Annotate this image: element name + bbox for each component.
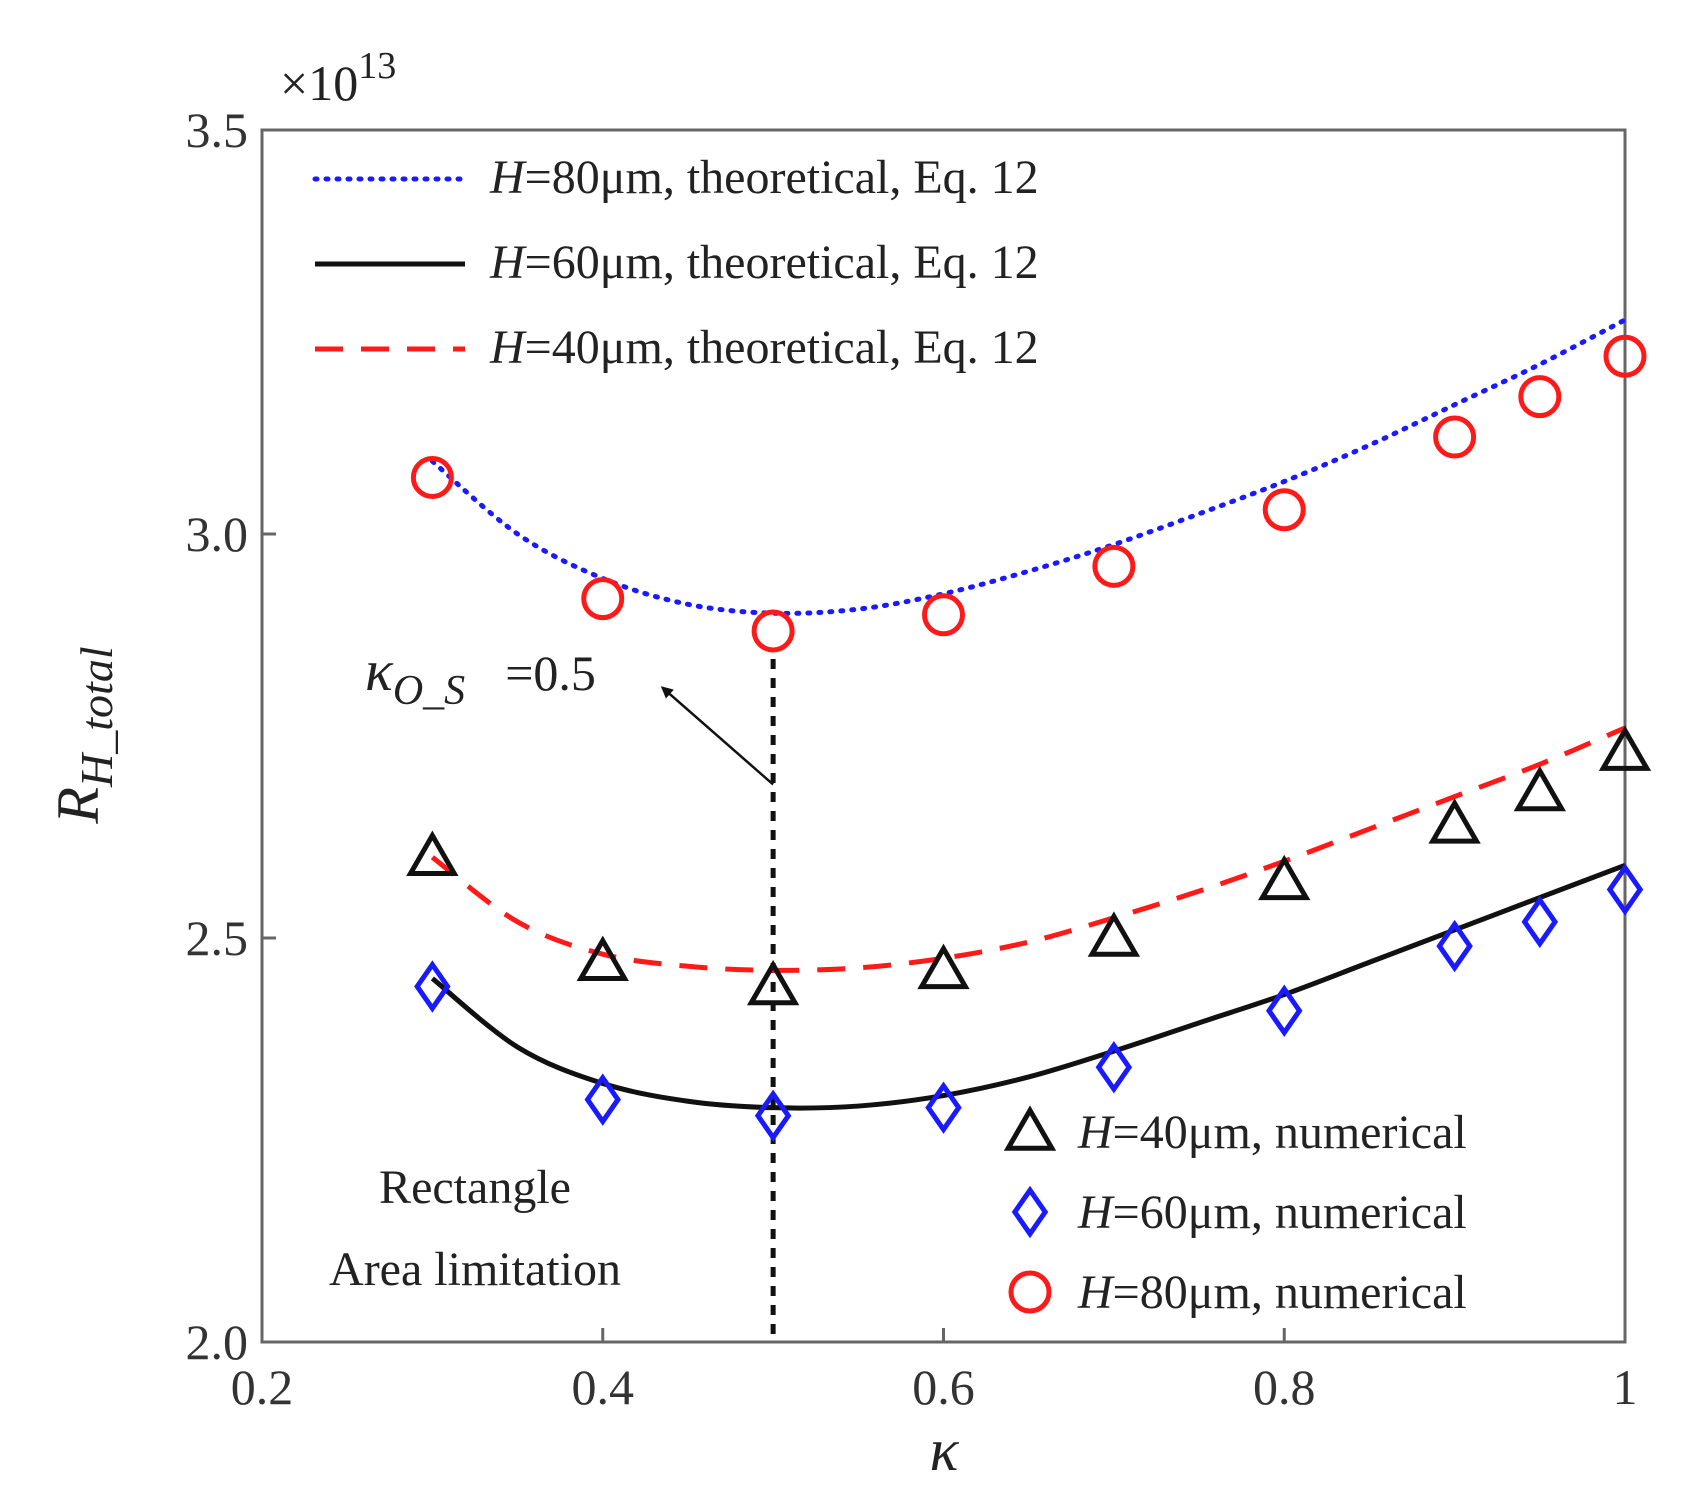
region-text-line1: Rectangle xyxy=(379,1161,571,1214)
y-tick-label: 3.5 xyxy=(186,102,249,158)
kappa-annotation-subscript: O_S xyxy=(393,668,465,714)
theoretical-curve-1 xyxy=(430,862,1626,1111)
legend-triangle-marker xyxy=(1003,1105,1057,1151)
triangle-marker xyxy=(1087,911,1141,957)
triangle-marker xyxy=(576,935,629,981)
x-tick-label: 1 xyxy=(1613,1359,1638,1415)
y-axis-label: RH_total xyxy=(45,646,122,824)
x-axis-ticks: 0.2 0.4 0.6 0.8 1 xyxy=(231,1328,1638,1415)
triangle-marker xyxy=(1258,854,1311,901)
x-tick-label: 0.8 xyxy=(1253,1359,1316,1415)
diamond-marker xyxy=(1095,1041,1133,1094)
y-axis-ticks: 2.0 2.5 3.0 3.5 xyxy=(186,102,276,1370)
legend-label-rest: =60μm, theoretical, Eq. 12 xyxy=(525,236,1039,289)
legend-label-0: H=80μm, theoretical, Eq. 12 xyxy=(489,151,1039,204)
triangle-marker xyxy=(917,943,970,990)
legend-num-label-1: H=60μm, numerical xyxy=(1077,1186,1467,1239)
diamond-marker xyxy=(414,960,451,1013)
legend-num-label-2: H=80μm, numerical xyxy=(1077,1266,1467,1319)
circle-marker xyxy=(1262,488,1306,532)
numerical-markers xyxy=(406,334,1652,1142)
circle-marker xyxy=(1518,375,1562,419)
region-text-line2: Area limitation xyxy=(329,1243,621,1296)
legend-label-rest: =80μm, theoretical, Eq. 12 xyxy=(525,151,1039,204)
triangle-marker xyxy=(1598,725,1652,771)
x-tick-label: 0.4 xyxy=(572,1359,635,1415)
legend-label-italic: H xyxy=(489,151,527,204)
kappa-annotation: κO_S =0.5 xyxy=(365,638,596,714)
circle-marker xyxy=(410,455,454,499)
y-multiplier-exponent: 13 xyxy=(358,45,396,87)
legend-label-italic: H xyxy=(489,321,527,374)
y-tick-label: 2.0 xyxy=(186,1314,249,1370)
triangle-marker xyxy=(406,830,459,876)
triangle-marker xyxy=(1428,798,1481,844)
diamond-marker xyxy=(1266,984,1303,1037)
legend-circle-marker xyxy=(1008,1270,1052,1314)
y-multiplier: ×1013 xyxy=(280,45,396,111)
legend-label-italic: H xyxy=(489,236,527,289)
legend-label-rest: =40μm, theoretical, Eq. 12 xyxy=(525,321,1039,374)
diamond-marker xyxy=(925,1081,962,1134)
legend-diamond-marker xyxy=(1011,1185,1049,1239)
legend-num-italic: H xyxy=(1077,1106,1115,1159)
legend-num-rest: =60μm, numerical xyxy=(1113,1186,1467,1239)
legend-num-rest: =80μm, numerical xyxy=(1113,1266,1467,1319)
y-tick-label: 2.5 xyxy=(186,910,249,966)
circle-marker xyxy=(581,577,625,621)
kappa-annotation-value: =0.5 xyxy=(505,645,596,701)
theoretical-curves xyxy=(429,317,1628,1111)
diamond-marker xyxy=(1521,895,1559,949)
circle-marker xyxy=(751,609,795,653)
x-axis-label: κ xyxy=(930,1417,960,1483)
x-tick-label: 0.2 xyxy=(231,1359,294,1415)
legend-label-1: H=60μm, theoretical, Eq. 12 xyxy=(489,236,1039,289)
annotation-arrow xyxy=(660,686,774,786)
triangle-marker xyxy=(746,959,800,1006)
y-multiplier-base: ×10 xyxy=(280,55,358,111)
y-axis-label-sub: H_total xyxy=(71,646,122,788)
circle-marker xyxy=(1603,334,1647,378)
diamond-marker xyxy=(1436,919,1473,973)
kappa-annotation-symbol: κ xyxy=(365,638,394,703)
circle-marker xyxy=(922,593,965,637)
y-tick-label: 3.0 xyxy=(186,506,249,562)
diamond-marker xyxy=(1606,863,1644,916)
y-axis-label-main: R xyxy=(45,787,111,825)
legend-num-label-0: H=40μm, numerical xyxy=(1077,1106,1467,1159)
legend-label-2: H=40μm, theoretical, Eq. 12 xyxy=(489,321,1039,374)
legend-num-italic: H xyxy=(1077,1186,1115,1239)
diamond-marker xyxy=(754,1089,792,1142)
legend-num-rest: =40μm, numerical xyxy=(1113,1106,1467,1159)
diamond-marker xyxy=(584,1073,621,1126)
x-tick-label: 0.6 xyxy=(912,1359,975,1415)
circle-marker xyxy=(1433,415,1477,459)
circle-marker xyxy=(1092,544,1136,588)
legend-num-italic: H xyxy=(1077,1266,1115,1319)
theoretical-curve-0 xyxy=(429,317,1628,616)
legend-theoretical: H=80μm, theoretical, Eq. 12H=60μm, theor… xyxy=(312,151,1039,374)
triangle-marker xyxy=(1513,765,1566,812)
